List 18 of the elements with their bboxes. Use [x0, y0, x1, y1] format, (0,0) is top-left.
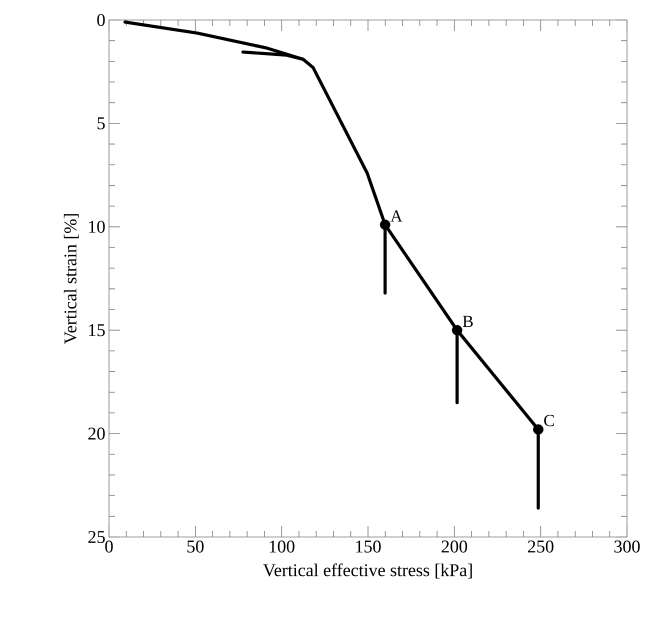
x-tick-label: 150 [356, 540, 381, 553]
y-tick-label: 25 [88, 530, 105, 544]
x-tick-label: 100 [270, 540, 294, 553]
x-tick-label: 0 [105, 540, 113, 553]
y-tick-label: 20 [88, 428, 105, 440]
y-tick-label: 10 [89, 220, 105, 233]
x-axis-title: Vertical effective stress [kPa] [263, 563, 472, 578]
x-tick-label: 50 [187, 540, 204, 553]
annotation: B [462, 316, 473, 327]
y-tick-label: 5 [98, 117, 105, 130]
y-tick-label: 15 [89, 324, 105, 336]
x-tick-label: 300 [614, 540, 640, 553]
y-axis-title: Vertical strain [%] [64, 214, 79, 344]
x-tick-label: 200 [442, 540, 468, 553]
x-tick-label: 250 [528, 540, 554, 553]
annotation: A [390, 210, 402, 222]
y-tick-label: 0 [97, 14, 105, 26]
annotation: C [544, 414, 554, 426]
